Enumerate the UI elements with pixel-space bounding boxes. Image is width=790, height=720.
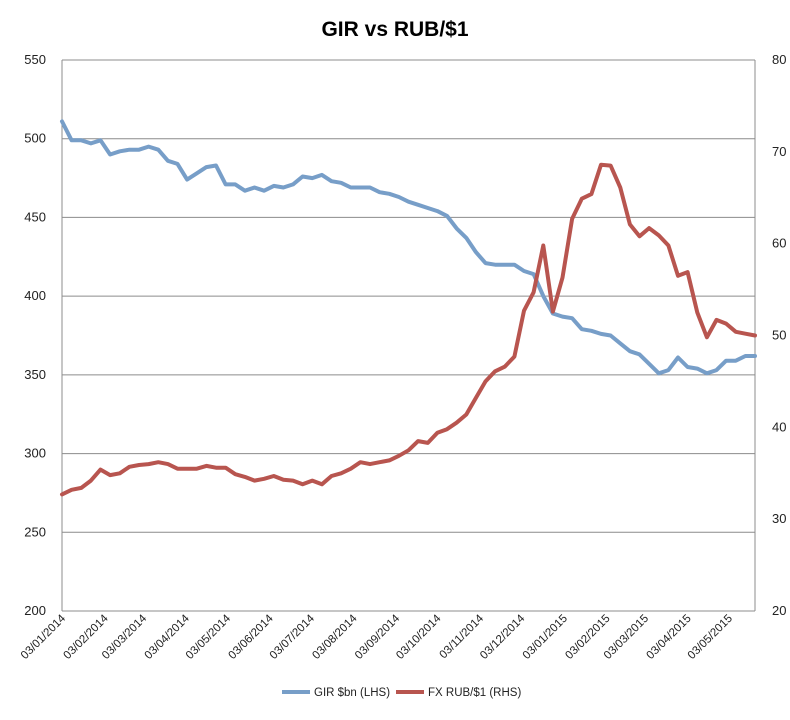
y-left-tick-label: 300 [24, 446, 46, 461]
series-lines [60, 119, 757, 497]
chart-title: GIR vs RUB/$1 [321, 18, 468, 41]
y-left-tick-label: 450 [24, 209, 46, 224]
gir-series-line [60, 119, 757, 376]
x-tick-label: 03/01/2015 [521, 613, 570, 662]
x-tick-label: 03/10/2014 [394, 612, 444, 662]
y-left-tick-label: 400 [24, 288, 46, 303]
x-tick-label: 03/05/2015 [686, 613, 735, 662]
gridlines [62, 59, 755, 533]
legend: GIR $bn (LHS) FX RUB/$1 (RHS) [282, 687, 521, 699]
x-tick-label: 03/08/2014 [310, 612, 360, 662]
y-left-tick-label: 250 [24, 524, 46, 539]
y-axis-right-ticks: 20 30 40 50 60 70 80 [772, 52, 786, 618]
y-right-tick-label: 20 [772, 603, 786, 618]
x-tick-label: 03/01/2014 [19, 612, 69, 662]
x-axis-ticks: 03/01/201403/02/201403/03/201403/04/2014… [19, 612, 735, 662]
y-right-tick-label: 70 [772, 144, 786, 159]
y-left-tick-label: 500 [24, 131, 46, 146]
y-left-tick-label: 550 [24, 52, 46, 67]
fx-rub-series-line [60, 162, 757, 497]
y-axis-left-ticks: 200 250 300 350 400 450 500 550 [24, 52, 46, 618]
y-left-tick-label: 200 [24, 603, 46, 618]
legend-label: FX RUB/$1 (RHS) [428, 687, 521, 699]
axes [61, 60, 756, 612]
y-right-tick-label: 30 [772, 511, 786, 526]
x-tick-label: 03/12/2014 [478, 612, 528, 662]
y-right-tick-label: 40 [772, 419, 786, 434]
x-tick-label: 03/07/2014 [268, 612, 318, 662]
y-left-tick-label: 350 [24, 367, 46, 382]
y-right-tick-label: 80 [772, 52, 786, 67]
y-right-tick-label: 60 [772, 236, 786, 251]
legend-label: GIR $bn (LHS) [314, 687, 390, 699]
x-tick-label: 03/05/2014 [184, 612, 234, 662]
y-right-tick-label: 50 [772, 328, 786, 343]
